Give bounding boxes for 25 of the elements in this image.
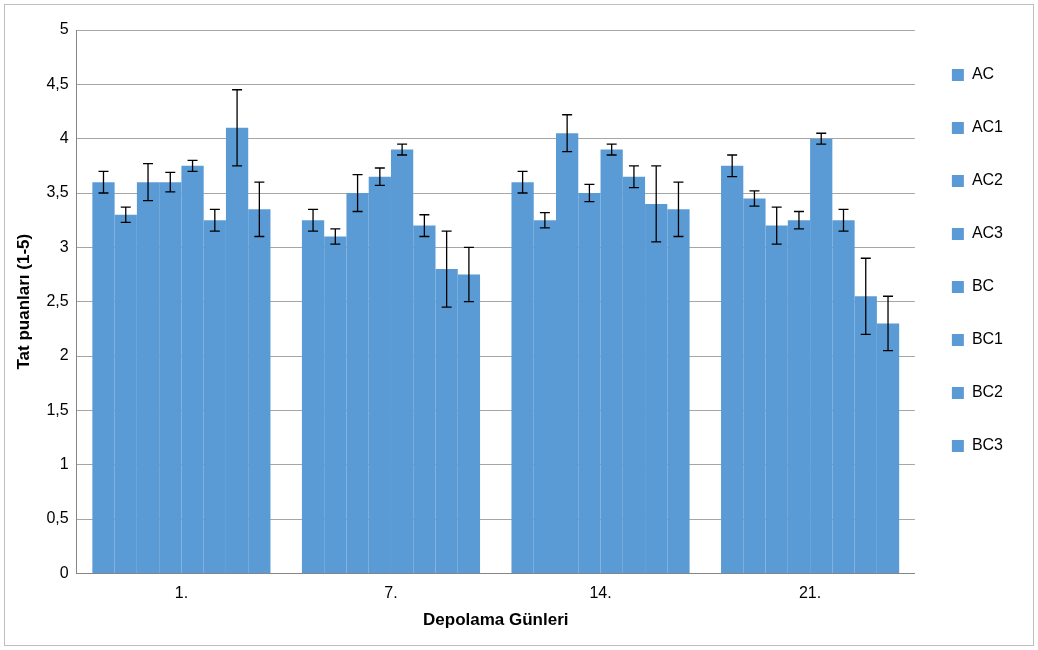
legend-label: BC2 — [971, 383, 1004, 401]
x-axis-title: Depolama Günleri — [423, 610, 569, 630]
y-tick-label: 1,5 — [46, 400, 69, 418]
y-tick-label: 4 — [59, 129, 69, 147]
y-tick-label: 3,5 — [46, 183, 69, 201]
legend-label: AC2 — [971, 171, 1004, 189]
x-tick-label: 14. — [589, 584, 612, 602]
legend-label: BC — [971, 277, 995, 295]
x-tick-label: 7. — [384, 584, 398, 602]
y-tick-label: 0 — [59, 563, 69, 581]
legend-label: AC — [971, 65, 995, 83]
y-tick-label: 0,5 — [46, 509, 69, 527]
y-tick-label: 2 — [59, 346, 69, 364]
y-tick-label: 4,5 — [46, 74, 69, 92]
legend-label: BC1 — [971, 330, 1004, 348]
legend-label: AC1 — [971, 118, 1004, 136]
y-tick-label: 2,5 — [46, 292, 69, 310]
y-tick-label: 1 — [59, 455, 69, 473]
x-tick-label: 1. — [174, 584, 189, 602]
y-axis-title: Tat puanları (1-5) — [13, 233, 33, 370]
y-tick-label: 3 — [59, 237, 69, 255]
legend-label: AC3 — [971, 224, 1004, 242]
x-tick-label: 21. — [798, 584, 822, 602]
legend-label: BC3 — [971, 436, 1004, 454]
y-tick-label: 5 — [59, 20, 69, 38]
